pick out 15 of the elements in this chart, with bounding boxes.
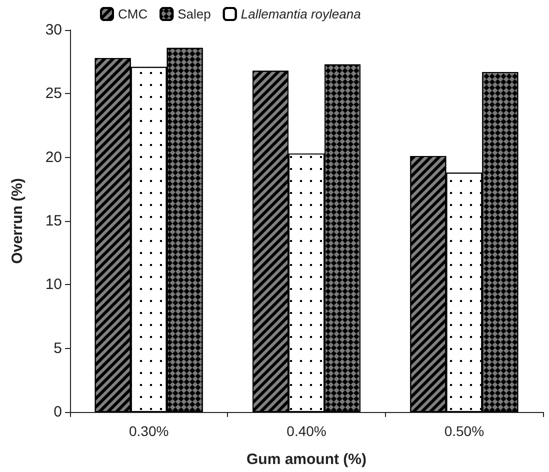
x-tick-label: 0.50% [444, 423, 484, 439]
legend-label: Lallemantia royleana [240, 6, 361, 22]
legend-label: Salep [178, 6, 211, 22]
y-tick-label: 15 [45, 212, 62, 230]
y-tick-label: 30 [45, 22, 62, 38]
y-tick-label: 0 [54, 404, 62, 420]
x-tick-label: 0.30% [128, 423, 169, 439]
legend-label: CMC [118, 6, 148, 22]
y-axis-title: Overrun (%) [9, 178, 26, 264]
y-tick-label: 25 [45, 85, 62, 102]
y-tick-label: 5 [54, 340, 62, 357]
x-tick-label: 0.40% [286, 423, 326, 439]
x-axis-title: Gum amount (%) [246, 451, 366, 468]
y-tick-label: 10 [45, 276, 62, 294]
y-tick-label: 20 [45, 148, 62, 166]
